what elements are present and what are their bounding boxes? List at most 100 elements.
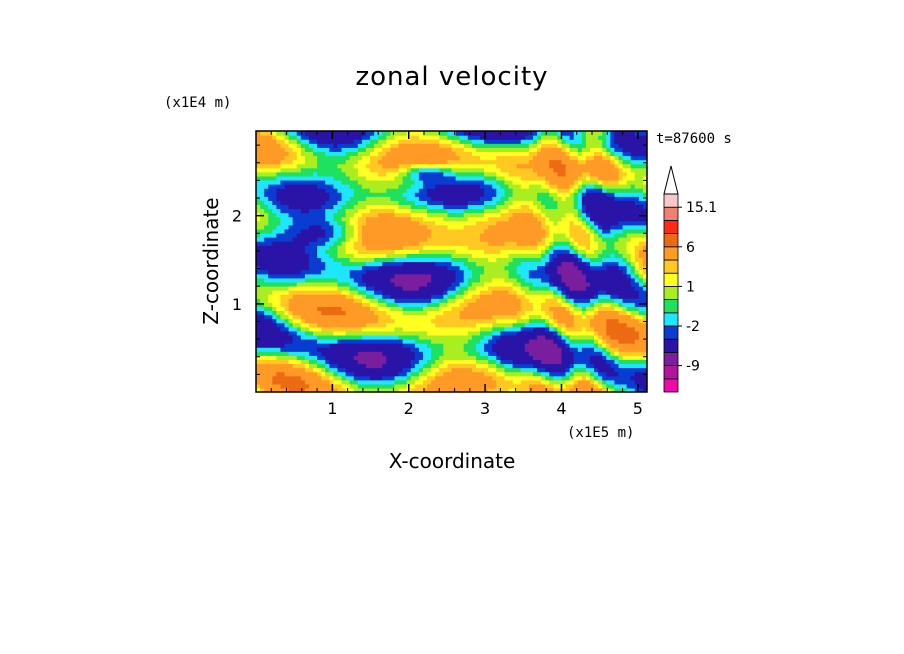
field-cell [561, 387, 567, 392]
field-cell [337, 330, 343, 336]
field-cell [353, 330, 359, 336]
field-cell [370, 347, 375, 352]
field-cell [365, 265, 371, 271]
field-cell [300, 338, 306, 344]
field-cell [598, 367, 603, 373]
field-cell [520, 184, 526, 189]
field-cell [541, 228, 546, 234]
field-cell [308, 383, 314, 389]
field-cell [264, 355, 269, 360]
field-cell [284, 261, 290, 267]
field-cell [504, 261, 510, 267]
field-cell [431, 310, 436, 316]
field-cell [422, 387, 428, 392]
field-cell [300, 196, 306, 201]
field-cell [642, 188, 647, 193]
field-cell [618, 245, 624, 250]
field-cell [288, 192, 294, 197]
field-cell [537, 273, 542, 279]
field-cell [565, 269, 571, 275]
field-cell [541, 387, 546, 392]
field-cell [561, 216, 567, 222]
field-cell [622, 212, 628, 218]
field-cell [455, 200, 461, 206]
field-cell [296, 249, 302, 254]
field-cell [390, 208, 396, 214]
field-cell [467, 355, 473, 360]
field-cell [402, 192, 408, 197]
field-cell [427, 375, 432, 381]
field-cell [329, 294, 334, 299]
field-cell [418, 273, 424, 279]
field-cell [276, 273, 282, 279]
field-cell [313, 265, 318, 271]
field-cell [296, 228, 302, 234]
field-cell [349, 277, 355, 283]
field-cell [532, 237, 538, 242]
field-cell [353, 359, 359, 365]
field-cell [516, 212, 522, 218]
field-cell [463, 196, 469, 201]
field-cell [459, 245, 465, 250]
field-cell [585, 310, 591, 316]
field-cell [561, 257, 567, 263]
field-cell [553, 326, 558, 332]
field-cell [557, 216, 563, 222]
field-cell [463, 228, 469, 234]
field-cell [308, 310, 314, 316]
field-cell [537, 383, 542, 389]
field-cell [329, 208, 334, 214]
field-cell [598, 224, 603, 230]
field-cell [496, 290, 501, 295]
field-cell [480, 379, 485, 385]
field-cell [370, 363, 375, 369]
field-cell [394, 367, 400, 373]
field-cell [296, 371, 302, 377]
field-cell [541, 306, 546, 312]
field-cell [296, 334, 302, 340]
field-cell [618, 281, 624, 287]
field-cell [349, 363, 355, 369]
field-cell [374, 334, 379, 340]
field-cell [374, 330, 379, 336]
field-cell [577, 330, 583, 336]
field-cell [532, 273, 538, 279]
field-cell [549, 359, 554, 365]
field-cell [480, 326, 485, 332]
field-cell [256, 184, 261, 189]
field-cell [488, 371, 493, 377]
field-cell [325, 338, 330, 344]
field-cell [313, 269, 318, 275]
field-cell [524, 355, 530, 360]
field-cell [268, 338, 273, 344]
field-cell [553, 363, 558, 369]
field-cell [422, 232, 428, 238]
field-cell [313, 224, 318, 230]
field-cell [520, 387, 526, 392]
field-cell [471, 212, 477, 218]
field-cell [422, 371, 428, 377]
field-cell [276, 371, 282, 377]
field-cell [427, 184, 432, 189]
field-cell [361, 326, 367, 332]
field-cell [402, 269, 408, 275]
field-cell [561, 184, 567, 189]
field-cell [329, 314, 334, 320]
field-cell [349, 216, 355, 222]
field-cell [634, 330, 640, 336]
field-cell [292, 298, 298, 303]
field-cell [321, 273, 326, 279]
field-cell [378, 277, 383, 283]
field-cell [337, 298, 343, 303]
field-cell [333, 261, 339, 267]
field-cell [418, 379, 424, 385]
field-cell [577, 204, 583, 210]
field-cell [614, 281, 620, 287]
field-cell [463, 200, 469, 206]
field-cell [357, 273, 363, 279]
field-cell [553, 257, 558, 263]
field-cell [284, 383, 290, 389]
field-cell [300, 375, 306, 381]
field-cell [537, 228, 542, 234]
field-cell [537, 318, 542, 324]
